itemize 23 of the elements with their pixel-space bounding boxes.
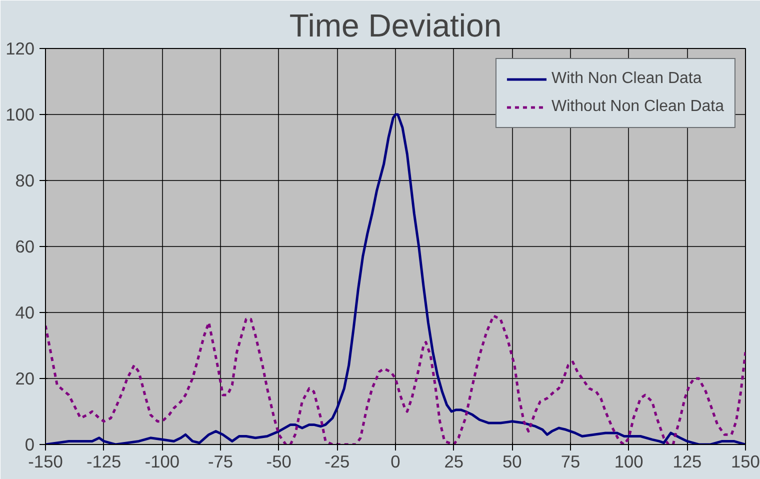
chart-title: Time Deviation: [289, 8, 502, 44]
x-tick-label: 75: [560, 452, 580, 472]
x-tick-label: -25: [324, 452, 350, 472]
x-tick-label: -125: [86, 452, 122, 472]
y-tick-label: 20: [15, 368, 35, 388]
y-tick-label: 120: [6, 38, 35, 58]
legend-label: Without Non Clean Data: [551, 98, 724, 116]
x-tick-label: 25: [444, 452, 464, 472]
y-tick-label: 60: [15, 236, 35, 256]
y-tick-label: 100: [6, 104, 35, 124]
x-tick-label: -150: [28, 452, 63, 472]
x-tick-label: 0: [390, 452, 400, 472]
y-tick-label: 80: [15, 170, 35, 190]
x-tick-label: 100: [614, 452, 644, 472]
y-tick-label: 40: [15, 302, 35, 322]
x-tick-label: 150: [731, 452, 760, 472]
x-tick-label: -75: [208, 452, 234, 472]
x-tick-label: 50: [502, 452, 522, 472]
x-tick-label: 125: [672, 452, 702, 472]
y-tick-label: 0: [24, 434, 35, 454]
legend-label: With Non Clean Data: [551, 70, 702, 88]
x-tick-label: -50: [266, 452, 292, 472]
x-tick-label: -100: [144, 452, 180, 472]
